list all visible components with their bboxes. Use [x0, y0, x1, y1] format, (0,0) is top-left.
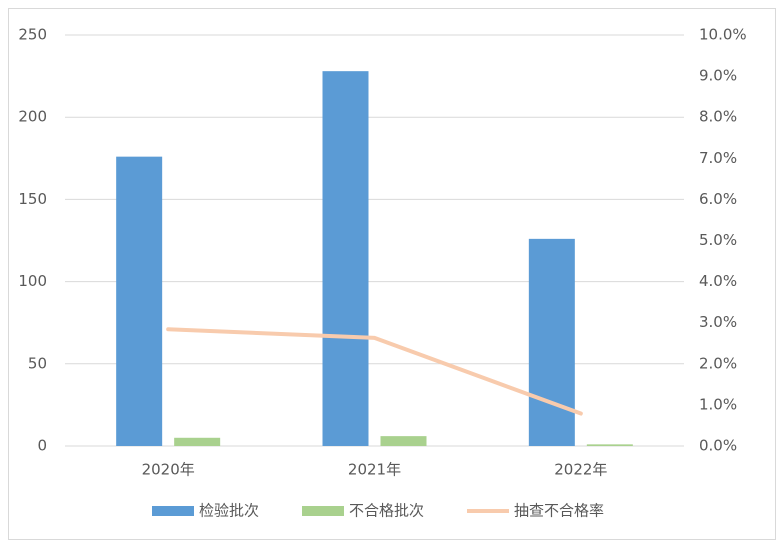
- legend-swatch: [302, 506, 344, 516]
- y2-tick-label: 7.0%: [699, 149, 737, 167]
- legend-label: 不合格批次: [349, 502, 424, 520]
- y-tick-label: 200: [18, 108, 47, 126]
- x-tick-label: 2022年: [554, 461, 607, 479]
- y2-tick-label: 3.0%: [699, 313, 737, 331]
- y2-tick-label: 8.0%: [699, 108, 737, 126]
- legend-label: 抽查不合格率: [514, 502, 604, 520]
- bar: [380, 436, 427, 446]
- y-tick-label: 150: [18, 190, 47, 208]
- y2-tick-label: 1.0%: [699, 395, 737, 413]
- x-tick-label: 2021年: [348, 461, 401, 479]
- y2-tick-label: 4.0%: [699, 272, 737, 290]
- bar: [174, 437, 221, 446]
- y-tick-label: 100: [18, 272, 47, 290]
- bar: [322, 71, 369, 446]
- y2-tick-label: 10.0%: [699, 26, 747, 44]
- legend-swatch: [152, 506, 194, 516]
- y2-tick-label: 2.0%: [699, 354, 737, 372]
- bar: [586, 444, 633, 446]
- y-tick-label: 50: [28, 354, 47, 372]
- bar: [116, 156, 163, 446]
- line: [166, 327, 583, 416]
- x-tick-label: 2020年: [142, 461, 195, 479]
- y-tick-label: 0: [37, 437, 47, 455]
- y2-tick-label: 5.0%: [699, 231, 737, 249]
- y2-tick-label: 9.0%: [699, 67, 737, 85]
- legend-label: 检验批次: [199, 502, 259, 520]
- y-tick-label: 250: [18, 26, 47, 44]
- y2-tick-label: 0.0%: [699, 437, 737, 455]
- bar: [528, 238, 575, 446]
- y2-tick-label: 6.0%: [699, 190, 737, 208]
